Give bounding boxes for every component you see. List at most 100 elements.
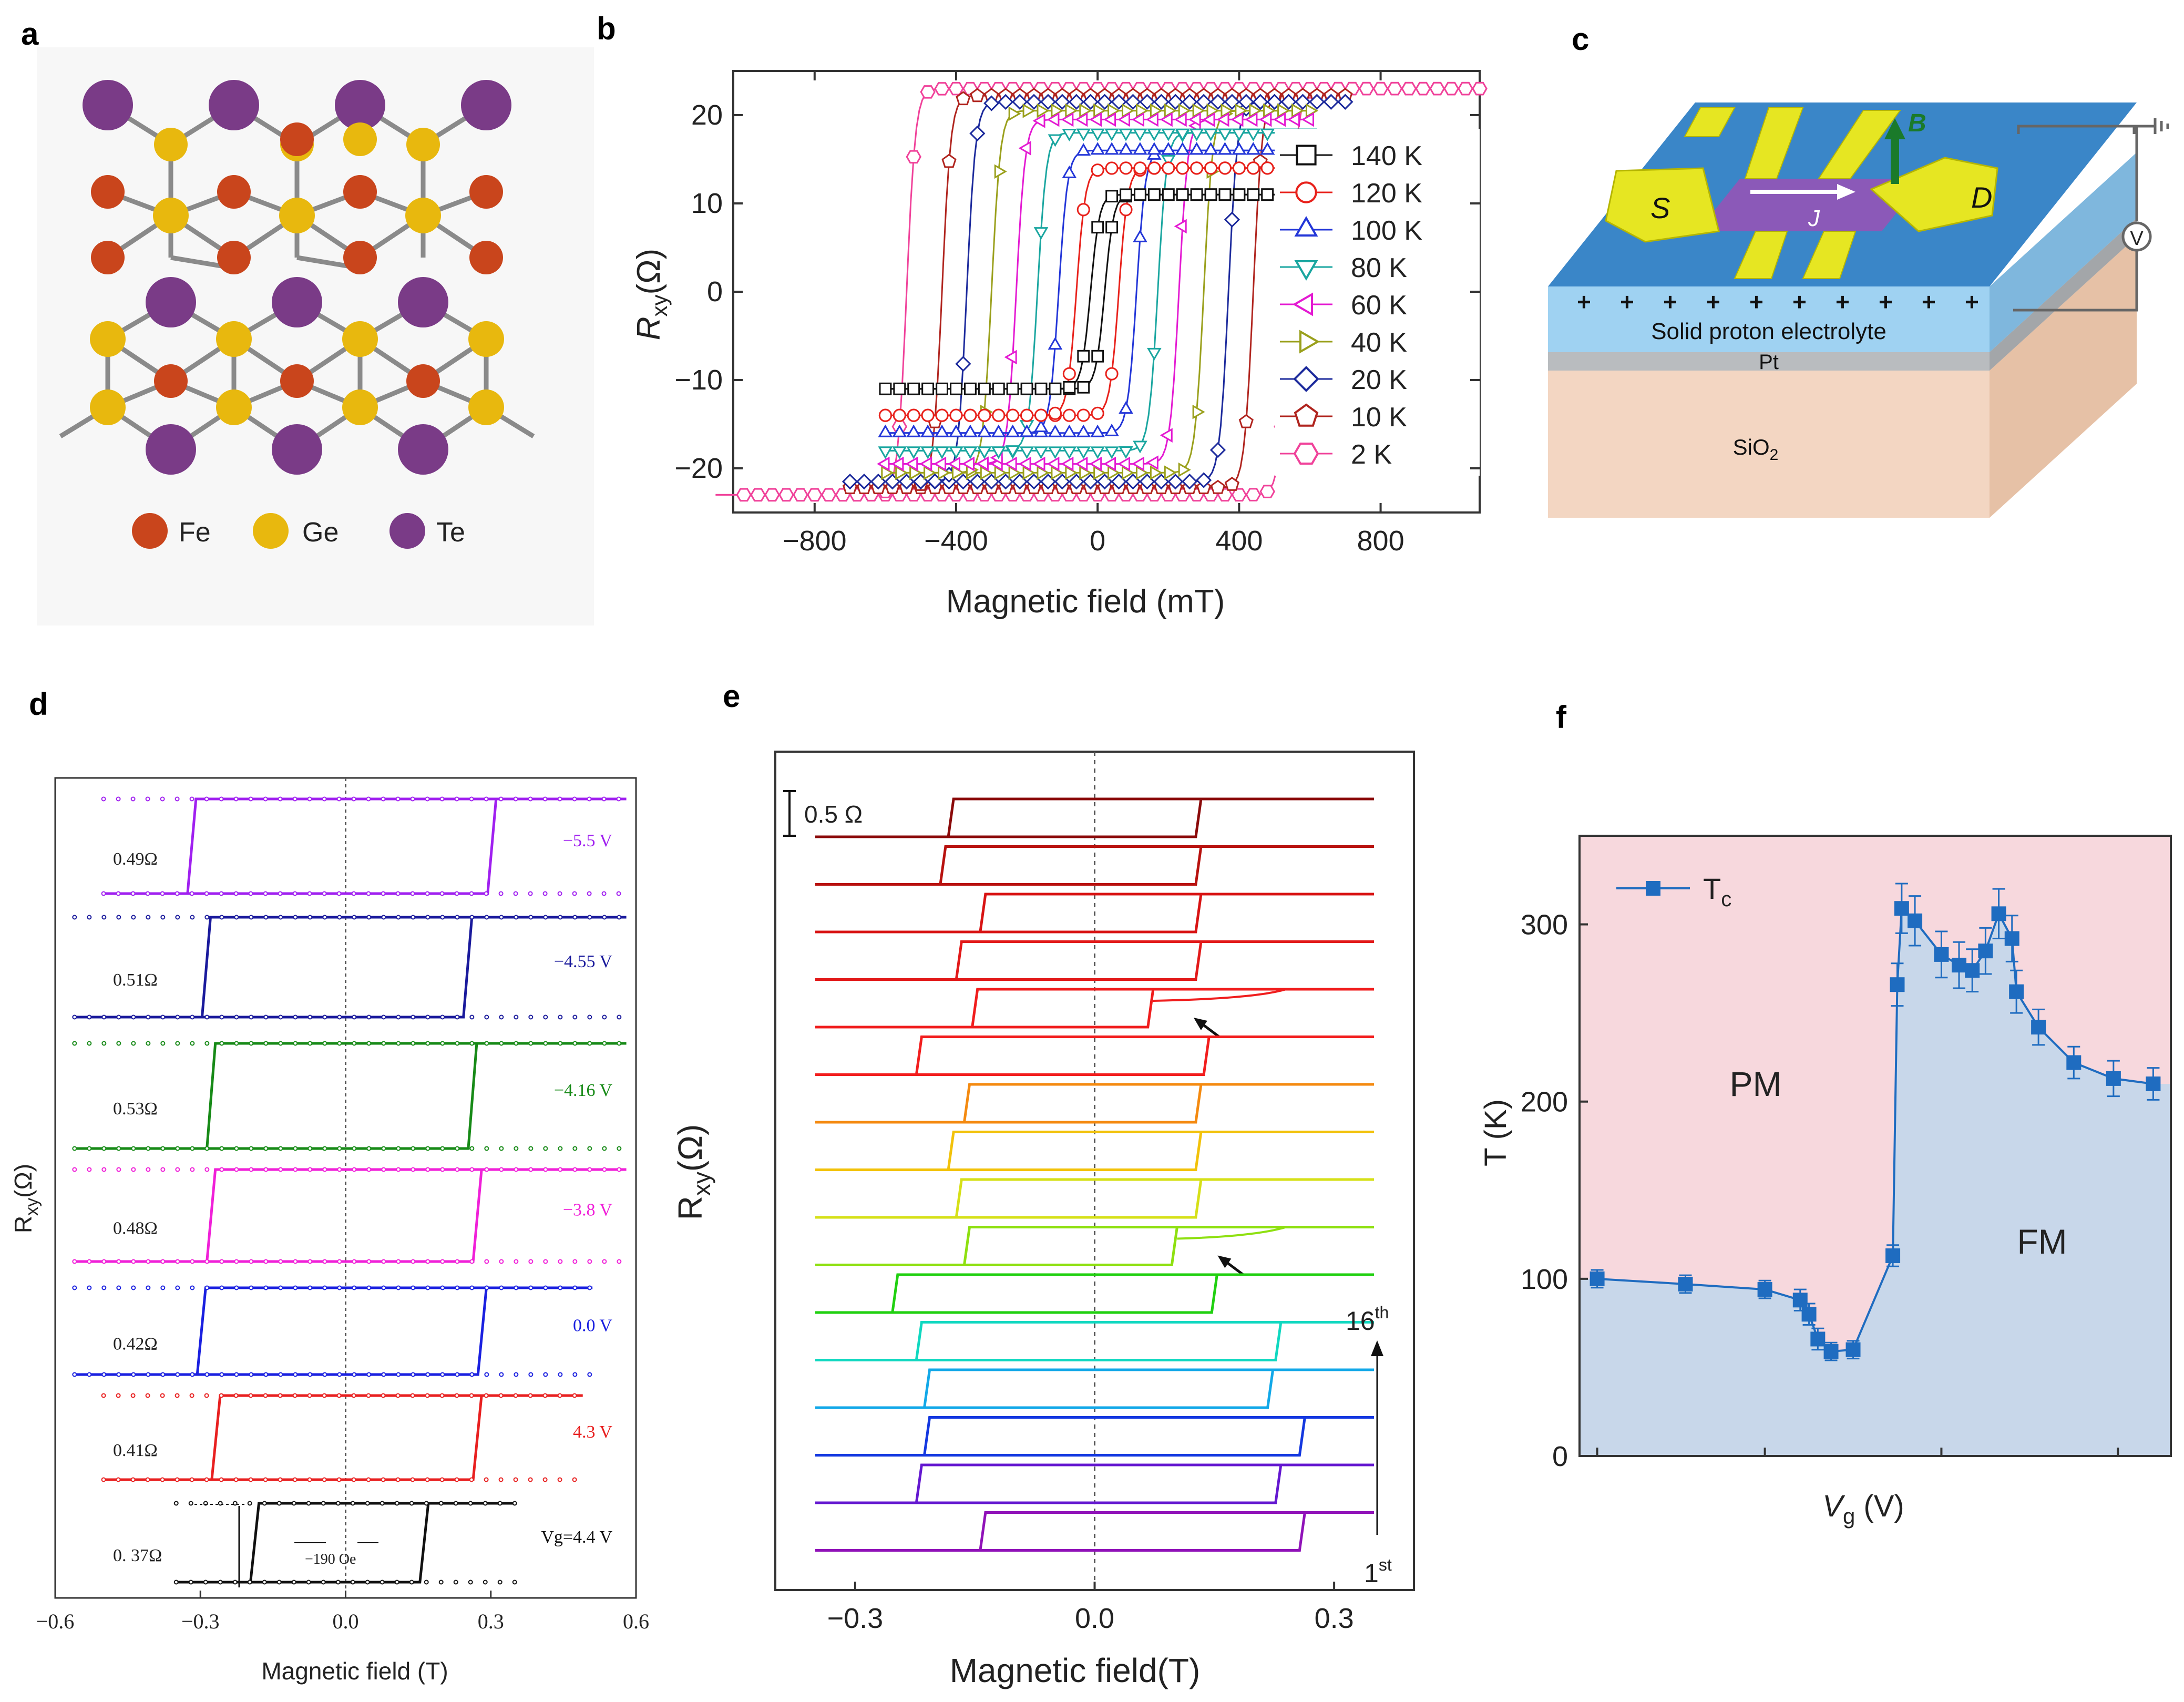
- data-point: [293, 1372, 298, 1377]
- data-point: [175, 1285, 180, 1290]
- data-point: [1006, 382, 1019, 395]
- data-point: [572, 1393, 577, 1398]
- data-point: [204, 796, 209, 802]
- data-point: [778, 488, 794, 502]
- data-point: [131, 1167, 136, 1172]
- data-point: [514, 1146, 519, 1151]
- panel-e: e 0.5 Ω 16th 1st −0.3 0.0 0.3 Magnetic field…: [671, 679, 1415, 1689]
- data-point: [396, 915, 401, 920]
- data-point: [292, 891, 298, 896]
- data-point: [381, 1285, 386, 1290]
- data-point: [234, 1285, 239, 1290]
- loop-voltage-label: Vg=4.4 V: [541, 1527, 612, 1547]
- data-point: [454, 891, 459, 896]
- data-point: [1119, 446, 1133, 459]
- data-point: [263, 891, 268, 896]
- data-point: [558, 1285, 563, 1290]
- panel-b-plot: [715, 70, 1488, 514]
- data-point: [455, 1372, 460, 1377]
- data-point: [455, 1014, 460, 1020]
- data-point: [411, 1372, 416, 1377]
- data-point: [616, 796, 621, 802]
- fe-atom: [217, 175, 251, 209]
- data-point: [116, 1393, 121, 1398]
- data-point: [381, 891, 386, 896]
- data-point: [175, 1393, 180, 1398]
- data-point: [263, 1393, 268, 1398]
- data-point: [1202, 112, 1215, 127]
- data-point: [130, 891, 136, 896]
- data-point: [322, 1477, 327, 1482]
- data-point: [337, 915, 342, 920]
- te-atom: [272, 277, 322, 327]
- crystal-structure: [59, 80, 535, 475]
- x-tick-label: −800: [783, 525, 847, 557]
- data-point: [87, 1014, 92, 1020]
- data-point: [438, 1501, 444, 1506]
- data-point: [249, 1372, 254, 1377]
- data-point: [278, 796, 283, 802]
- data-point: [842, 474, 858, 490]
- data-point: [2106, 1071, 2121, 1086]
- data-point: [587, 915, 592, 920]
- series-line-100-K: [885, 149, 1310, 434]
- data-point: [322, 1167, 327, 1172]
- data-point: [1145, 455, 1158, 470]
- data-point: [234, 1167, 239, 1172]
- data-point: [1224, 211, 1240, 228]
- voltmeter-label: V: [2130, 228, 2144, 250]
- data-point: [204, 1285, 210, 1290]
- data-point: [992, 408, 1006, 422]
- data-point: [1048, 406, 1062, 420]
- data-point: [101, 915, 107, 920]
- data-point: [1188, 112, 1201, 127]
- data-point: [617, 1014, 622, 1020]
- data-point: [879, 382, 892, 395]
- data-point: [263, 1167, 269, 1172]
- data-point: [381, 1259, 386, 1264]
- data-point: [410, 891, 415, 896]
- data-point: [175, 915, 180, 920]
- data-point: [454, 796, 459, 802]
- data-point: [497, 1580, 503, 1585]
- svg-text:T (K): T (K): [1479, 1099, 1513, 1166]
- data-point: [1894, 901, 1909, 916]
- data-point: [1004, 350, 1017, 365]
- data-point: [528, 1285, 534, 1290]
- x-tick-label: −0.3: [827, 1603, 884, 1634]
- data-point: [204, 1167, 210, 1172]
- data-point: [1075, 112, 1088, 127]
- data-point: [322, 796, 327, 802]
- data-point: [991, 424, 1006, 437]
- loop-voltage-label: 4.3 V: [573, 1422, 612, 1442]
- data-point: [905, 456, 918, 471]
- data-point: [453, 1501, 458, 1506]
- data-point: [278, 1146, 283, 1151]
- data-point: [587, 1372, 592, 1377]
- te-atom: [272, 424, 322, 475]
- data-point: [1105, 161, 1119, 175]
- data-point: [131, 1372, 136, 1377]
- data-point: [204, 891, 209, 896]
- data-point: [484, 1372, 489, 1377]
- panel-b-x-ticks: −800 −400 0 400 800: [783, 71, 1404, 557]
- data-point: [512, 1580, 517, 1585]
- ge-atom: [342, 389, 378, 425]
- data-point: [173, 1580, 179, 1585]
- data-point: [424, 1580, 429, 1585]
- data-point: [307, 1285, 313, 1290]
- data-point: [1061, 456, 1074, 471]
- data-point: [1051, 465, 1064, 480]
- data-point: [101, 1259, 107, 1264]
- data-point: [1093, 465, 1106, 480]
- data-point: [116, 1259, 121, 1264]
- data-point: [557, 796, 562, 802]
- data-point: [892, 424, 907, 437]
- data-point: [587, 1014, 592, 1020]
- data-point: [893, 382, 906, 395]
- data-point: [146, 1146, 151, 1151]
- data-point: [351, 891, 356, 896]
- data-point: [233, 1477, 239, 1482]
- data-point: [1246, 161, 1260, 175]
- data-point: [411, 915, 416, 920]
